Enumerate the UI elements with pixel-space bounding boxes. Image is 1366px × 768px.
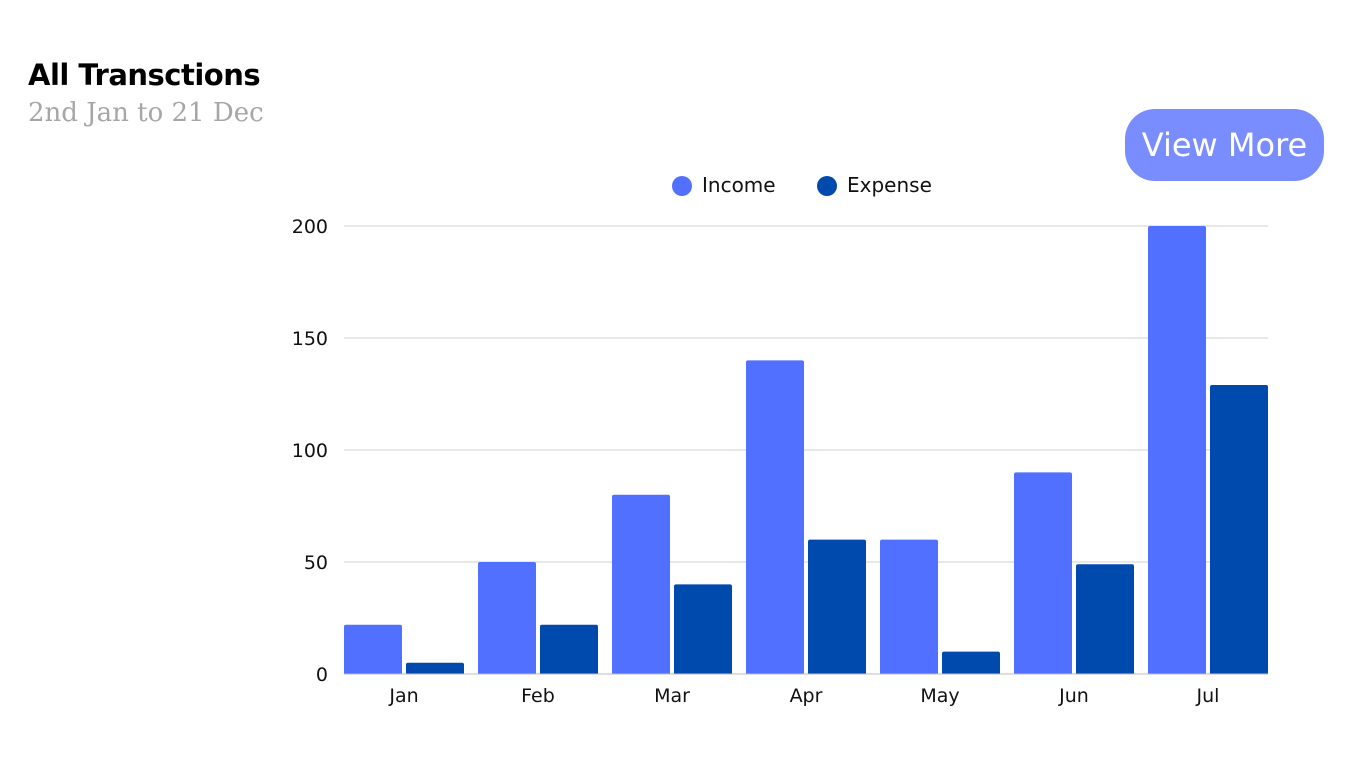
- y-tick-label-200: 200: [292, 216, 328, 238]
- x-tick-label-jul: Jul: [1196, 685, 1220, 707]
- x-tick-label-may: May: [920, 685, 959, 707]
- bar-income-feb: [478, 562, 536, 674]
- x-tick-label-jan: Jan: [388, 685, 418, 707]
- bar-income-jul: [1148, 226, 1206, 674]
- view-more-button[interactable]: View More: [1125, 109, 1324, 181]
- legend-marker-expense: [817, 176, 837, 196]
- y-tick-label-150: 150: [292, 328, 328, 350]
- y-tick-label-0: 0: [316, 664, 328, 686]
- bar-expense-mar: [674, 584, 732, 674]
- bar-expense-jun: [1076, 564, 1134, 674]
- x-tick-label-apr: Apr: [790, 685, 823, 707]
- bar-expense-jan: [406, 662, 464, 674]
- bar-expense-apr: [808, 539, 866, 674]
- x-tick-label-feb: Feb: [521, 685, 555, 707]
- bar-income-jan: [344, 624, 402, 674]
- y-tick-label-50: 50: [304, 552, 328, 574]
- bar-expense-feb: [540, 624, 598, 674]
- bar-expense-may: [942, 651, 1000, 674]
- bar-expense-jul: [1210, 385, 1268, 674]
- bar-income-jun: [1014, 472, 1072, 674]
- bar-income-apr: [746, 360, 804, 674]
- chart-title: All Transctions: [28, 58, 261, 92]
- x-tick-label-jun: Jun: [1058, 685, 1089, 707]
- legend-label-expense: Expense: [847, 173, 932, 197]
- chart-subtitle: 2nd Jan to 21 Dec: [28, 98, 264, 128]
- bar-income-mar: [612, 494, 670, 674]
- legend-marker-income: [672, 176, 692, 196]
- bar-income-may: [880, 539, 938, 674]
- x-tick-label-mar: Mar: [654, 685, 690, 707]
- y-tick-label-100: 100: [292, 440, 328, 462]
- legend-label-income: Income: [702, 173, 776, 197]
